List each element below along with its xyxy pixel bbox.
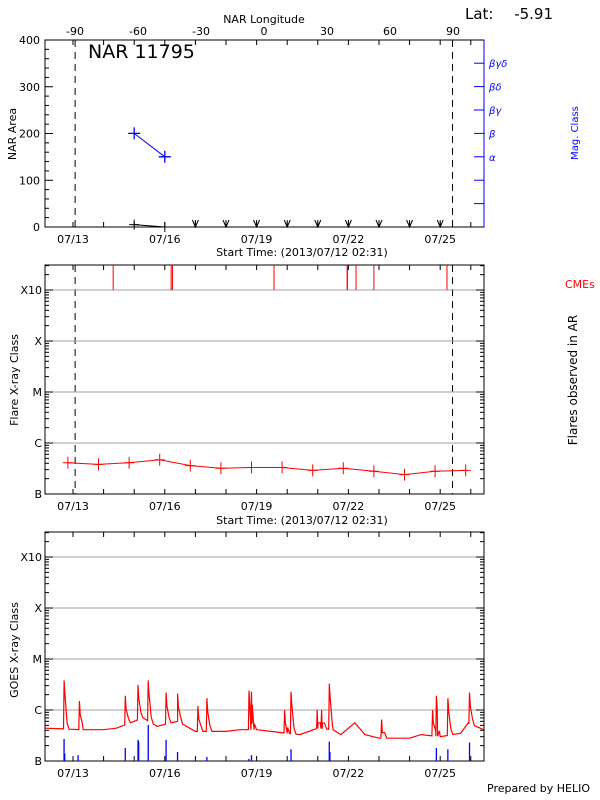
flare-point [185,459,196,472]
x-tick-label: 07/19 [241,767,273,780]
flare-point [246,461,257,474]
mag-class-point [128,127,141,140]
mag-class-point [158,150,171,163]
x-tick-label: 07/16 [149,500,181,513]
class-tick-label: X [34,602,42,615]
flare-point [399,468,410,481]
top-axis-title: NAR Longitude [223,13,305,26]
class-tick-label: C [34,704,42,717]
longitude-tick-label: -90 [66,25,84,38]
no-data-marker [436,219,444,229]
latitude-label: Lat: [465,5,493,23]
x-tick-label: 07/16 [149,233,181,246]
longitude-tick-label: 30 [320,25,334,38]
y-axis-title: NAR Area [6,108,19,160]
flare-point [62,456,73,469]
mag-class-tick-label: βδ [488,83,502,94]
plot-frame-0 [44,39,485,228]
area-point [159,222,170,232]
y-tick-label: 200 [19,128,40,141]
plot-frame-2 [44,531,485,762]
cme-legend-label: CMEs [565,278,595,291]
x-tick-label: 07/19 [241,233,273,246]
area-point [129,219,140,230]
no-data-marker [222,219,230,229]
no-data-marker [344,219,352,229]
x-tick-label: 07/13 [57,233,89,246]
mag-class-tick-label: βγδ [488,59,507,70]
no-data-marker [314,219,322,229]
no-data-marker [283,219,291,229]
flare-line [67,459,466,476]
longitude-tick-label: -60 [129,25,147,38]
y-tick-label: 400 [19,34,40,47]
footer-credit: Prepared by HELIO [487,782,590,795]
right-axis-title: Flares observed in AR [566,315,580,445]
class-tick-label: M [33,653,43,666]
flare-point [460,464,471,477]
flare-point [338,462,349,475]
x-tick-label: 07/22 [333,233,365,246]
x-axis-title: Start Time: (2013/07/12 02:31) [216,514,388,527]
x-tick-label: 07/25 [424,767,456,780]
class-tick-label: M [33,386,43,399]
flare-point [277,461,288,474]
longitude-tick-label: 0 [261,25,268,38]
area-line [134,224,165,228]
x-tick-label: 07/22 [333,767,365,780]
x-tick-label: 07/25 [424,500,456,513]
no-data-marker [375,219,383,229]
mag-class-tick-label: α [489,153,496,164]
longitude-tick-label: -30 [192,25,210,38]
y-tick-label: 100 [19,174,40,187]
x-tick-label: 07/22 [333,500,365,513]
mag-class-tick-label: βγ [488,106,502,117]
y-tick-label: 300 [19,81,40,94]
flare-point [307,464,318,477]
mag-class-tick-label: β [488,129,496,140]
flare-point [368,465,379,478]
longitude-tick-label: 60 [383,25,397,38]
mag-class-line [133,133,166,158]
y-tick-label: 0 [33,221,40,234]
region-title: NAR 11795 [88,41,195,63]
class-tick-label: X10 [20,284,42,297]
flare-point [215,462,226,475]
y-axis-title: Flare X-ray Class [8,334,21,426]
x-tick-label: 07/13 [57,500,89,513]
no-data-marker [406,219,414,229]
no-data-marker [253,219,261,229]
latitude-value: -5.91 [514,5,553,23]
x-tick-label: 07/16 [149,767,181,780]
x-tick-label: 07/25 [424,233,456,246]
x-tick-label: 07/13 [57,767,89,780]
flare-point [93,458,104,471]
x-axis-title: Start Time: (2013/07/12 02:31) [216,246,388,259]
goes-flux-line [45,680,484,739]
flare-point [154,453,165,466]
class-tick-label: X10 [20,551,42,564]
flare-point [124,456,135,469]
class-tick-label: B [34,755,42,768]
y-axis-title: GOES X-ray Class [8,602,21,698]
class-tick-label: C [34,437,42,450]
class-tick-label: X [34,335,42,348]
flare-point [430,465,441,478]
no-data-marker [191,219,199,229]
class-tick-label: B [34,488,42,501]
longitude-tick-label: 90 [446,25,460,38]
plot-frame-1 [44,264,485,495]
mag-class-axis-title: Mag. Class [570,106,581,160]
x-tick-label: 07/19 [241,500,273,513]
